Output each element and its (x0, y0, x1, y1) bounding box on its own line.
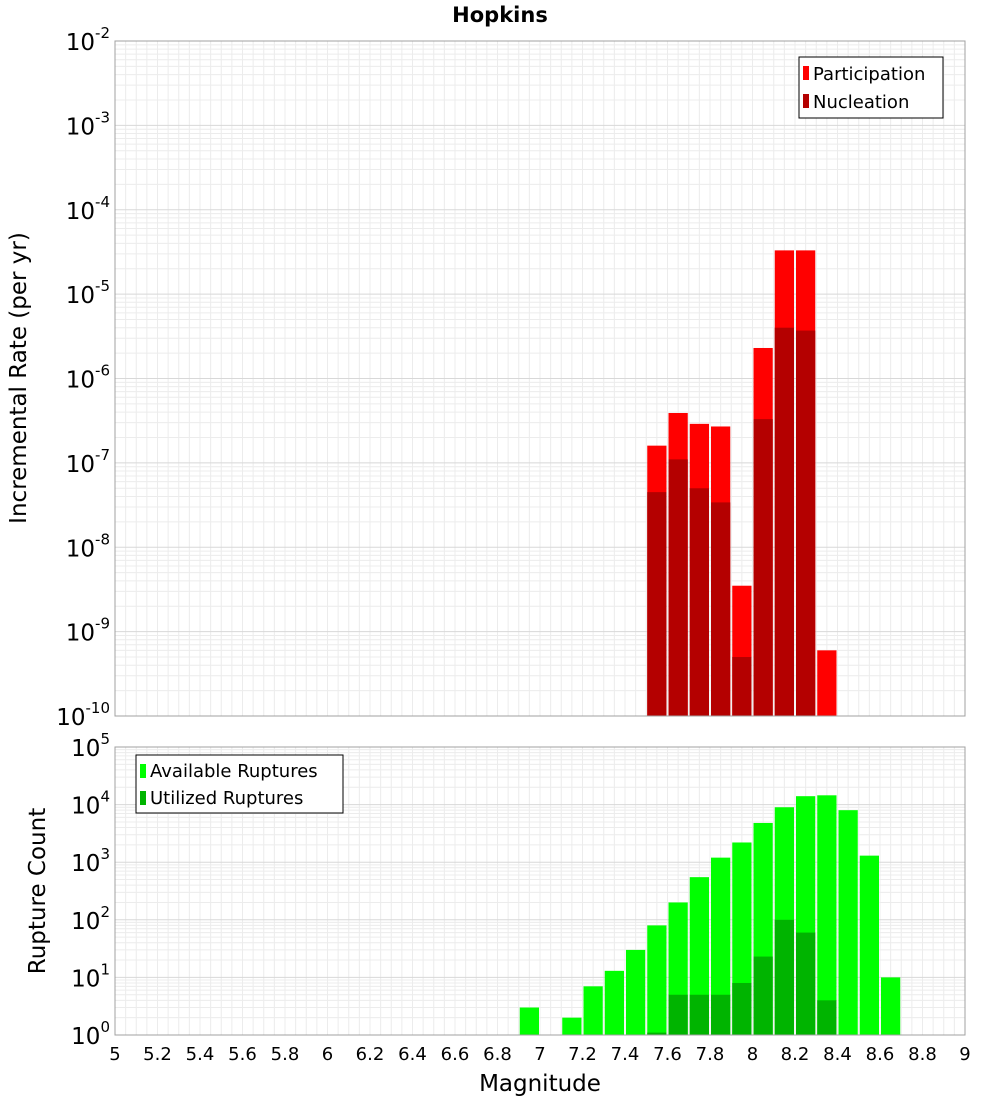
count-bar-b (668, 994, 688, 1035)
top-y-tick-label: 10-4 (66, 193, 110, 225)
count-bar-b (689, 994, 709, 1035)
top-legend-box (798, 56, 944, 119)
legend-label-nucleation: Nucleation (813, 92, 909, 113)
count-bar-a (838, 810, 858, 1035)
x-tick-label: 8 (747, 1044, 758, 1065)
bottom-legend-box (135, 754, 344, 814)
x-tick-label: 7.6 (653, 1044, 682, 1065)
x-tick-label: 8.4 (823, 1044, 852, 1065)
count-bar-b (732, 982, 752, 1035)
x-tick-label: 5.8 (271, 1044, 300, 1065)
count-bar-b (796, 932, 816, 1035)
x-tick-label: 7 (534, 1044, 545, 1065)
count-bar-a (562, 1017, 582, 1035)
count-bar-b (774, 919, 794, 1035)
x-tick-label: 7.2 (568, 1044, 597, 1065)
x-tick-label: 5.4 (186, 1044, 215, 1065)
top-y-tick-label: 10-3 (66, 108, 110, 140)
rate-bar-b (753, 419, 773, 716)
x-tick-label: 5 (109, 1044, 120, 1065)
top-plot-border (114, 40, 966, 717)
count-bar-b (753, 956, 773, 1035)
rate-bar-b (668, 459, 688, 716)
count-bar-a (519, 1007, 539, 1035)
x-tick-label: 5.2 (143, 1044, 172, 1065)
bottom-y-tick-label: 101 (71, 960, 110, 992)
count-bar-b (817, 1000, 837, 1035)
top-y-tick-label: 10-10 (56, 699, 110, 731)
legend-swatch-available (140, 764, 146, 778)
x-tick-labels: 5 5.2 5.4 5.6 5.8 6 6.2 6.4 6.6 6.8 7 7.2 7.4 7.6 7.8 8… (109, 1044, 970, 1065)
x-tick-label: 8.2 (781, 1044, 810, 1065)
x-tick-label: 5.6 (228, 1044, 257, 1065)
x-tick-label: 6.6 (441, 1044, 470, 1065)
x-tick-label: 6.4 (398, 1044, 427, 1065)
legend-label-participation: Participation (813, 64, 925, 85)
count-bar-b (647, 1032, 667, 1035)
legend-swatch-utilized (140, 791, 146, 805)
count-bar-b (711, 994, 731, 1035)
top-y-tick-label: 10-8 (66, 530, 110, 562)
count-bar-a (647, 925, 667, 1035)
incremental-rate-panel: 10-10 10-9 10-8 10-7 10-6 10-5 10-4 10-3 10-2 In… (6, 24, 966, 731)
top-y-tick-label: 10-5 (66, 277, 110, 309)
count-bar-a (881, 977, 901, 1035)
x-tick-label: 8.6 (866, 1044, 895, 1065)
bottom-y-tick-label: 100 (71, 1018, 110, 1050)
bottom-y-axis-label: Rupture Count (25, 808, 51, 974)
rate-bar-b (647, 492, 667, 716)
rate-bar-b (689, 488, 709, 716)
count-bar-a (817, 795, 837, 1035)
bottom-y-tick-label: 104 (71, 788, 110, 820)
count-bar-a (859, 855, 879, 1035)
count-bar-a (711, 857, 731, 1035)
legend-label-utilized: Utilized Ruptures (150, 788, 303, 809)
x-tick-label: 7.8 (696, 1044, 725, 1065)
bottom-bars (519, 795, 901, 1035)
top-y-tick-labels: 10-10 10-9 10-8 10-7 10-6 10-5 10-4 10-3 10-2 (56, 24, 110, 731)
bottom-y-tick-label: 105 (71, 730, 110, 762)
count-bar-a (626, 949, 646, 1035)
bottom-y-tick-label: 103 (71, 845, 110, 877)
top-y-tick-label: 10-2 (66, 24, 110, 56)
x-tick-label: 6.8 (483, 1044, 512, 1065)
top-y-tick-label: 10-9 (66, 615, 110, 647)
x-tick-label: 7.4 (611, 1044, 640, 1065)
top-gridlines (114, 41, 966, 717)
rate-bar-b (774, 327, 794, 716)
legend-swatch-nucleation (803, 94, 809, 108)
top-bars (647, 250, 837, 717)
bottom-plot-border (114, 746, 966, 1036)
x-axis-label: Magnitude (479, 1071, 601, 1097)
rate-bar-a (817, 650, 837, 716)
x-tick-label: 8.8 (908, 1044, 937, 1065)
x-tick-label: 6.2 (356, 1044, 385, 1065)
x-tick-label: 6 (322, 1044, 333, 1065)
bottom-y-tick-labels: 100 101 102 103 104 105 (71, 730, 110, 1050)
legend-label-available: Available Ruptures (150, 761, 318, 782)
top-legend: Participation Nucleation (798, 56, 944, 119)
bottom-y-tick-label: 102 (71, 903, 110, 935)
rate-bar-b (732, 657, 752, 716)
rate-bar-b (711, 502, 731, 716)
top-y-tick-label: 10-6 (66, 362, 110, 394)
x-tick-label: 9 (959, 1044, 970, 1065)
rate-bar-b (796, 330, 816, 716)
rupture-count-panel: 100 101 102 103 104 105 5 5.2 5.4 5.6 5.8 6 6.2 6.4 6… (25, 730, 971, 1097)
chart-title: Hopkins (452, 3, 548, 27)
legend-swatch-participation (803, 66, 809, 80)
top-y-tick-label: 10-7 (66, 446, 110, 478)
count-bar-a (604, 970, 624, 1035)
bottom-legend: Available Ruptures Utilized Ruptures (135, 754, 344, 814)
top-y-axis-label: Incremental Rate (per yr) (6, 232, 32, 524)
count-bar-a (583, 986, 603, 1035)
